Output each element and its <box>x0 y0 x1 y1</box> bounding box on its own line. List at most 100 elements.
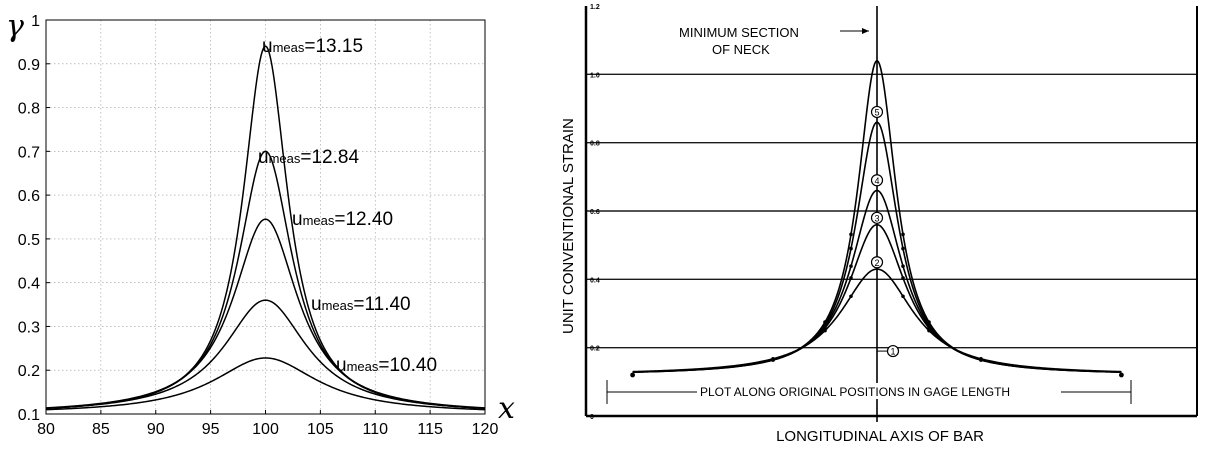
right-y-tick-label: 1.0 <box>590 72 600 79</box>
curve-marker-label: 4 <box>874 176 879 186</box>
left-y-tick-label: 1 <box>31 13 40 30</box>
left-x-tick-label: 85 <box>92 421 110 438</box>
series-label-sub: meas <box>322 298 354 313</box>
left-series-label-1: umeas=13.15 <box>262 36 363 57</box>
series-label-value: =10.40 <box>378 355 437 376</box>
curve-marker-label: 2 <box>874 258 879 268</box>
right-y-tick-label: 0.4 <box>590 277 600 284</box>
right-gridlines <box>586 73 1197 349</box>
series-label-u: u <box>258 147 269 168</box>
left-x-tick-label: 110 <box>362 421 388 438</box>
right-curve-markers: 5 4 3 2 1 <box>870 105 900 358</box>
series-label-sub: meas <box>347 359 379 374</box>
left-y-tick-label: 0.7 <box>18 144 40 161</box>
curve-marker-circle <box>870 174 884 187</box>
curve-marker-circle <box>886 344 900 358</box>
left-series-label-5: umeas=10.40 <box>336 355 437 376</box>
left-y-tick-labels: 0.1 0.2 0.3 0.4 0.5 0.6 0.7 0.8 0.9 1 <box>18 13 40 424</box>
series-label-sub: meas <box>273 40 305 55</box>
right-end-point-left <box>630 372 635 378</box>
left-plot-frame <box>45 19 486 415</box>
right-data-point <box>849 294 853 299</box>
series-label-u: u <box>292 209 303 230</box>
gage-label-background <box>697 383 1061 399</box>
series-label-u: u <box>262 36 273 57</box>
curve-marker-label: 1 <box>890 347 895 357</box>
right-data-point <box>927 328 931 333</box>
right-data-point <box>849 246 853 251</box>
right-data-point <box>901 276 905 280</box>
left-series-line-3 <box>45 218 486 409</box>
right-data-point <box>927 326 931 330</box>
series-label-value: =13.15 <box>304 36 363 57</box>
right-data-point <box>771 356 775 361</box>
series-label-value: =12.84 <box>300 147 359 168</box>
curve-marker-label: 3 <box>874 213 879 223</box>
right-plot-frame <box>584 6 1198 422</box>
right-chart: 0 0.2 0.4 0.6 0.8 1.0 1.2 5 4 3 2 1 MINIMUM SECTIO… <box>560 4 1198 445</box>
right-y-tick-label: 0.2 <box>590 346 600 353</box>
left-series-label-2: umeas=12.84 <box>258 147 359 168</box>
right-y-tick-label: 0.6 <box>590 209 600 216</box>
left-x-tick-label: 95 <box>202 421 220 438</box>
left-x-tick-label: 115 <box>417 421 443 438</box>
right-data-point <box>849 232 853 237</box>
left-x-tick-label: 90 <box>147 421 165 438</box>
neck-annotation-line1: MINIMUM SECTION <box>679 25 799 40</box>
right-data-point <box>901 294 905 299</box>
right-data-point <box>901 264 905 268</box>
left-y-tick-label: 0.3 <box>18 319 40 336</box>
series-label-u: u <box>336 355 347 376</box>
left-y-tick-label: 0.5 <box>18 232 40 249</box>
right-data-point <box>849 276 853 280</box>
gage-annotation: PLOT ALONG ORIGINAL POSITIONS IN GAGE LE… <box>700 385 1010 399</box>
right-series-line-5 <box>632 268 1122 373</box>
left-y-axis-label: γ <box>6 9 24 44</box>
left-x-axis-label: x <box>498 391 515 426</box>
right-y-tick-label: 1.2 <box>590 4 600 11</box>
curve-marker-circle <box>870 211 884 224</box>
left-y-tick-label: 0.8 <box>18 101 40 118</box>
curve-marker-label: 5 <box>874 107 879 117</box>
right-y-tick-labels: 0 0.2 0.4 0.6 0.8 1.0 1.2 <box>590 4 600 421</box>
left-series-labels: umeas=13.15umeas=12.84umeas=12.40umeas=1… <box>258 36 437 376</box>
right-end-point-right <box>1119 372 1124 378</box>
left-chart: 80 85 90 95 100 105 110 115 120 0.10.20.30.40.50… <box>6 9 515 438</box>
left-series-label-3: umeas=12.40 <box>292 209 393 230</box>
curve-marker-circle <box>870 105 884 119</box>
left-y-tick-label: 0.2 <box>18 363 40 380</box>
left-x-tick-label: 120 <box>472 421 499 438</box>
left-x-tick-label: 80 <box>37 421 55 438</box>
series-label-sub: meas <box>269 151 301 166</box>
right-data-point <box>823 326 827 330</box>
right-y-axis-label: UNIT CONVENTIONAL STRAIN <box>560 118 577 334</box>
series-label-value: =12.40 <box>334 209 393 230</box>
right-data-point <box>901 246 905 251</box>
series-label-sub: meas <box>303 213 335 228</box>
left-y-tick-label: 0.9 <box>18 57 40 74</box>
right-data-point <box>823 328 827 333</box>
neck-annotation-line2: OF NECK <box>712 42 770 57</box>
left-y-tick-label: 0.1 <box>18 407 40 424</box>
left-series-line-4 <box>45 299 486 410</box>
left-x-tick-label: 100 <box>252 421 279 438</box>
right-data-points <box>630 232 1124 378</box>
neck-arrow-head <box>862 28 869 34</box>
left-series-lines <box>45 45 486 411</box>
right-series-lines <box>632 59 1122 373</box>
left-series-line-5 <box>45 357 486 411</box>
right-x-axis-label: LONGITUDINAL AXIS OF BAR <box>776 428 984 445</box>
right-y-tick-label: 0 <box>590 414 594 421</box>
right-annotations: MINIMUM SECTION OF NECK PLOT ALONG ORIGI… <box>606 25 1132 404</box>
left-y-tick-label: 0.4 <box>18 276 40 293</box>
right-data-point <box>979 356 983 361</box>
right-data-point <box>901 232 905 237</box>
series-label-u: u <box>311 294 322 315</box>
curve-marker-circle <box>870 256 884 269</box>
left-x-tick-label: 105 <box>307 421 334 438</box>
right-data-point <box>849 264 853 268</box>
right-y-tick-label: 0.8 <box>590 141 600 148</box>
left-series-label-4: umeas=11.40 <box>311 294 411 315</box>
series-label-value: =11.40 <box>353 294 410 315</box>
left-y-tick-label: 0.6 <box>18 188 40 205</box>
